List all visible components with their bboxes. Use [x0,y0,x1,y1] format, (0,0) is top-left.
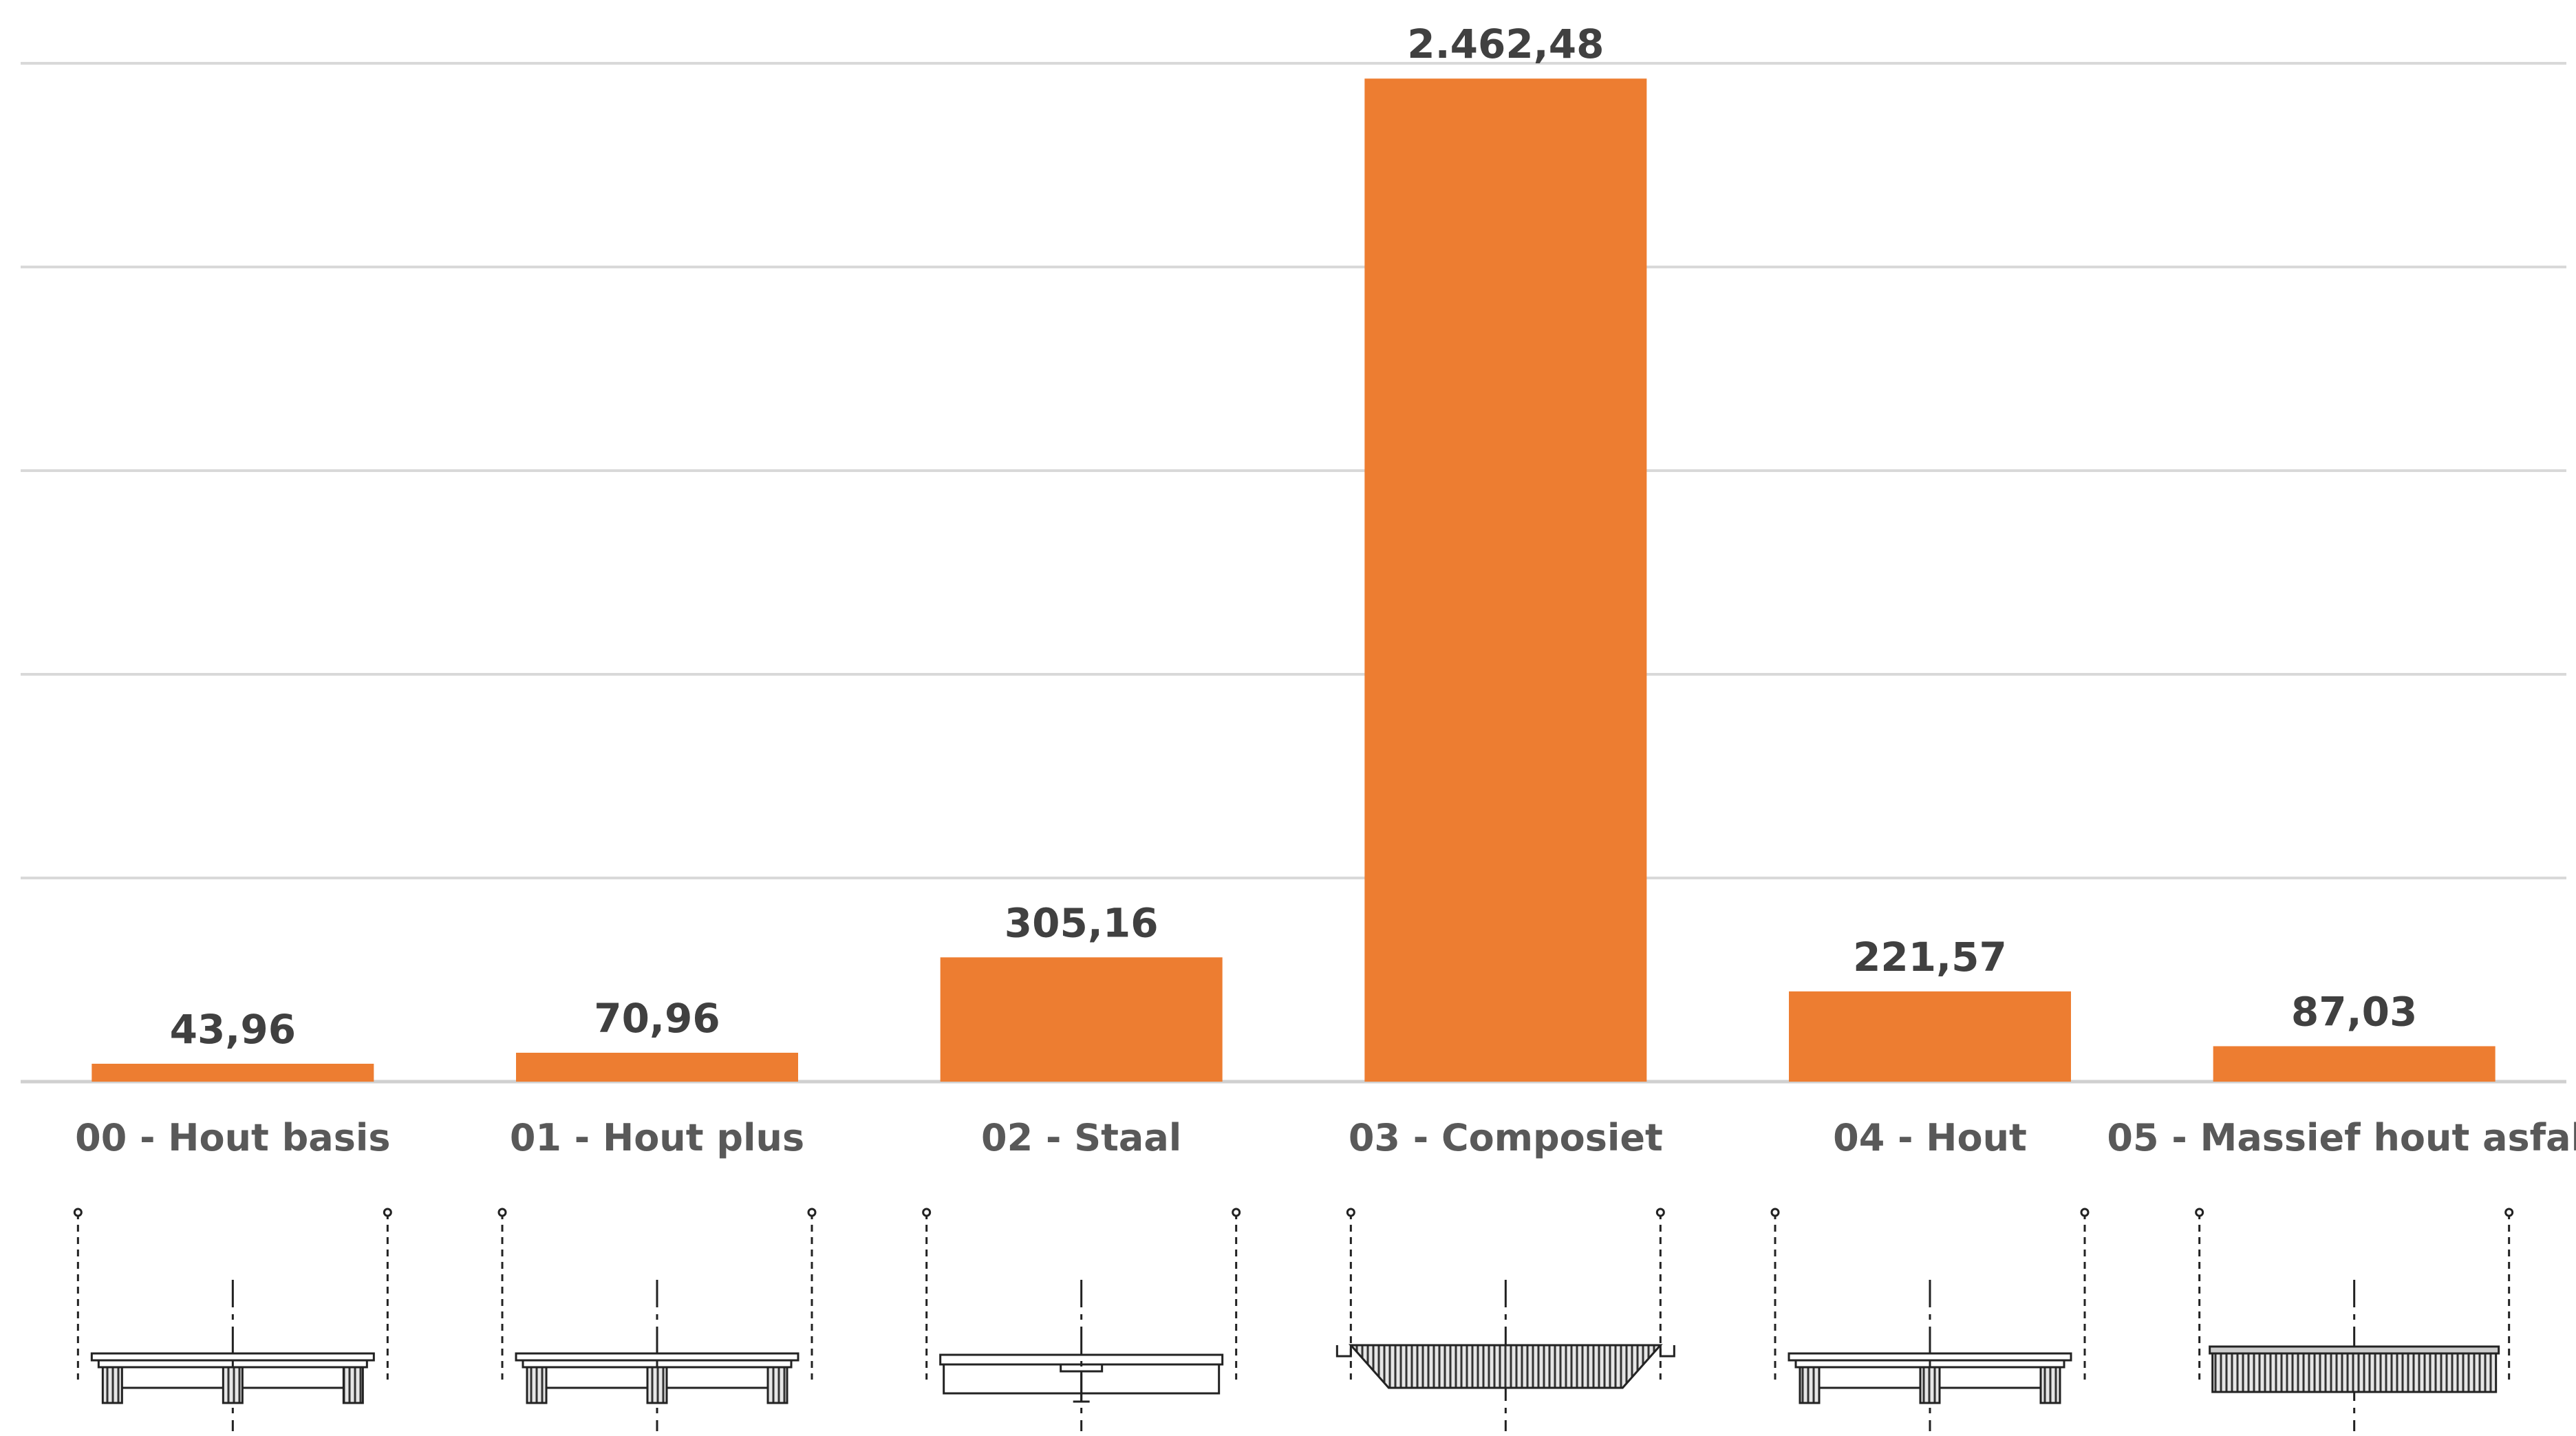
data-label: 87,03 [2291,988,2417,1035]
cross-section-icons [73,1208,2514,1431]
composite-deck-section-icon [1335,1208,1675,1431]
category-label: 03 - Composiet [1349,1116,1663,1159]
category-label: 01 - Hout plus [510,1116,804,1159]
bar [516,1052,798,1082]
data-label: 70,96 [594,995,720,1042]
data-label: 305,16 [1005,899,1159,946]
category-labels: 00 - Hout basis 01 - Hout plus 02 - Staal 0… [75,1116,2576,1159]
bar [940,957,1223,1082]
bar [1789,991,2071,1082]
timber-deck-section-icon [1770,1208,2090,1431]
gridlines [21,62,2566,1084]
timber-deck-section-icon [73,1208,392,1431]
bars [92,78,2496,1082]
category-label: 05 - Massief hout asfalt [2107,1116,2576,1159]
data-label: 43,96 [170,1006,296,1053]
data-labels: 43,96 70,96 305,16 2.462,48 221,57 87,03 [170,21,2418,1053]
data-label: 2.462,48 [1407,21,1604,67]
timber-deck-section-icon [497,1208,817,1431]
bar [2213,1046,2496,1082]
category-label: 04 - Hout [1833,1116,2027,1159]
data-label: 221,57 [1853,934,2007,980]
bar [92,1063,374,1082]
steel-deck-section-icon [922,1208,1241,1431]
category-label: 00 - Hout basis [75,1116,390,1159]
category-label: 02 - Staal [981,1116,1181,1159]
solid-timber-deck-section-icon [2195,1208,2514,1431]
bar [1364,78,1647,1082]
